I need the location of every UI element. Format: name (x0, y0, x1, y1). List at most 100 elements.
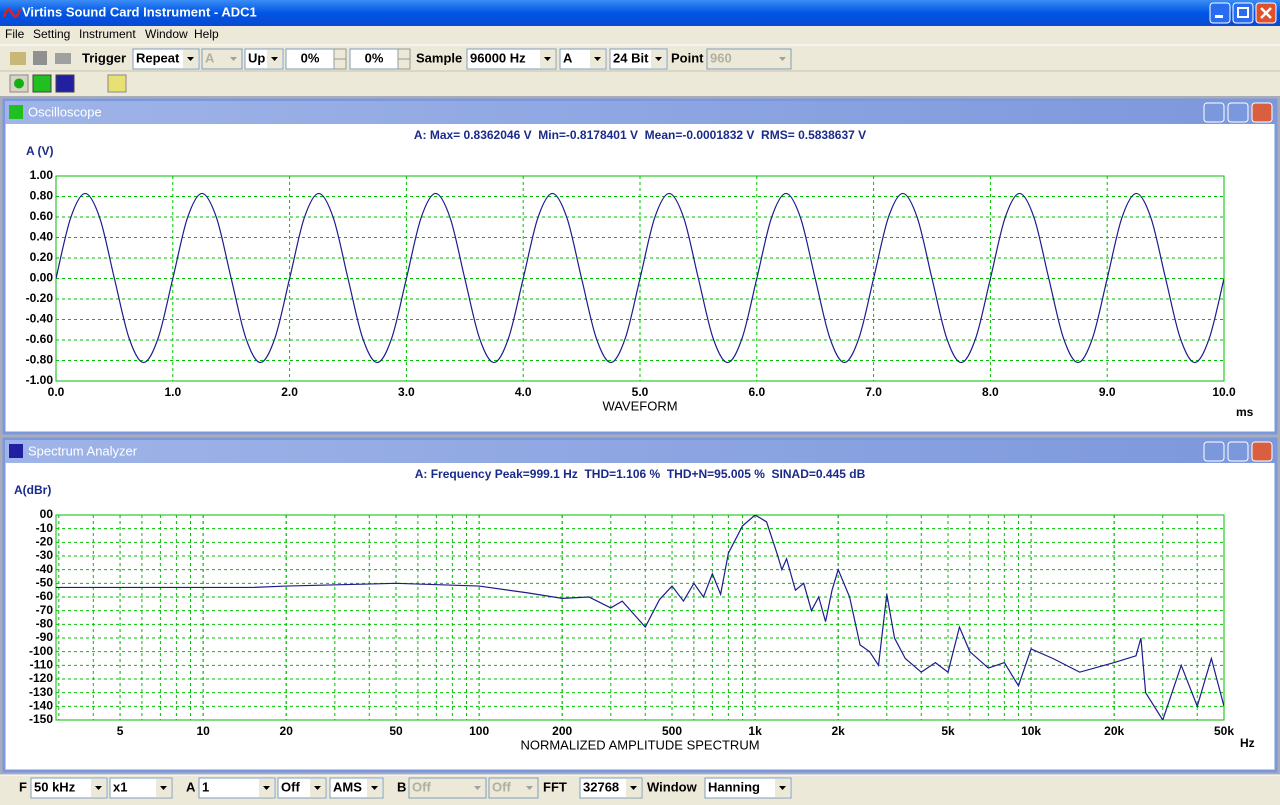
spin-down[interactable] (333, 58, 347, 70)
y-tick-label: 0.00 (30, 271, 54, 285)
drop-arrow (655, 57, 662, 61)
drop-arrow (544, 57, 551, 61)
drop-arrow (160, 786, 167, 790)
drop-arrow (95, 786, 102, 790)
y-tick-label: -50 (36, 576, 54, 590)
label: Trigger (82, 50, 126, 65)
drop-arrow (187, 57, 194, 61)
y-tick-label: -140 (29, 699, 53, 713)
menu-item[interactable]: Setting (33, 27, 70, 41)
combo-box[interactable]: A (201, 48, 243, 70)
spin-box[interactable]: 0% (349, 48, 411, 70)
combo-box[interactable]: Off (488, 777, 539, 799)
combo-box[interactable]: 24 Bit (609, 48, 668, 70)
minimize-button[interactable] (1203, 102, 1225, 123)
combo-box[interactable]: Up (244, 48, 284, 70)
save-icon[interactable] (33, 51, 47, 65)
x-tick-label: 8.0 (982, 385, 999, 399)
value: Up (248, 50, 265, 65)
y-tick-label: -80 (36, 617, 54, 631)
y-axis-label: A (V) (26, 144, 54, 158)
chart-window (2, 437, 1278, 773)
menu-item[interactable]: File (5, 27, 25, 41)
drop-arrow (594, 57, 601, 61)
spin-down[interactable] (397, 58, 411, 70)
combo-box[interactable]: 96000 Hz (466, 48, 557, 70)
y-tick-label: -10 (36, 521, 54, 535)
y-tick-label: -100 (29, 644, 53, 658)
trace (56, 515, 1224, 720)
window-icon (9, 105, 23, 119)
spin-box[interactable]: 0% (285, 48, 347, 70)
y-tick-label: -110 (30, 658, 54, 672)
combo-box[interactable]: Off (408, 777, 487, 799)
x-tick-label: 1.0 (164, 385, 181, 399)
maximize-button[interactable] (1232, 2, 1254, 24)
value: 1 (202, 779, 209, 794)
drop-arrow (779, 57, 786, 61)
x-tick-label: 6.0 (748, 385, 765, 399)
plot-frame (55, 514, 1225, 721)
window-title: Virtins Sound Card Instrument - ADC1 (22, 4, 257, 19)
drop-arrow (779, 786, 786, 790)
drop-arrow (371, 786, 378, 790)
combo-box[interactable]: 960 (706, 48, 792, 70)
generator-button[interactable] (107, 74, 127, 93)
y-tick-label: 0.60 (30, 209, 54, 223)
minimize-button[interactable] (1203, 441, 1225, 462)
minimize-button[interactable] (1209, 2, 1231, 24)
drop-arrow (526, 786, 533, 790)
field (408, 777, 487, 799)
combo-box[interactable]: 50 kHz (30, 777, 108, 799)
x-tick-label: 5 (117, 724, 124, 738)
field (198, 777, 276, 799)
window-icon (9, 444, 23, 458)
open-icon[interactable] (10, 52, 26, 65)
combo-box[interactable]: Repeat (132, 48, 200, 70)
spin-up[interactable] (333, 48, 347, 60)
value: 32768 (583, 779, 619, 794)
stats-line: A: Frequency Peak=999.1 Hz THD=1.106 % T… (415, 467, 866, 481)
y-tick-label: -60 (36, 589, 54, 603)
menu-item[interactable]: Instrument (79, 27, 136, 41)
y-tick-label: -0.40 (26, 312, 54, 326)
spectrum-button[interactable] (55, 74, 75, 93)
close-button[interactable] (1251, 102, 1273, 123)
menu-item[interactable]: Window (145, 27, 188, 41)
x-tick-label: 4.0 (515, 385, 532, 399)
y-tick-label: -0.80 (26, 353, 54, 367)
x-tick-label: 20k (1104, 724, 1124, 738)
close-button[interactable] (1255, 2, 1277, 24)
x-unit: Hz (1240, 736, 1255, 750)
maximize-button[interactable] (1227, 441, 1249, 462)
value: Off (412, 779, 431, 794)
combo-box[interactable]: Hanning (704, 777, 792, 799)
maximize-button[interactable] (1227, 102, 1249, 123)
y-tick-label: 00 (40, 507, 54, 521)
print-icon[interactable] (55, 53, 71, 64)
x-tick-label: 10 (196, 724, 210, 738)
x-tick-label: 0.0 (48, 385, 65, 399)
instrument-icons (9, 74, 127, 93)
combo-box[interactable]: 1 (198, 777, 276, 799)
close-button[interactable] (1251, 441, 1273, 462)
y-tick-label: -150 (29, 712, 53, 726)
chart-window-title-bar (5, 101, 1275, 124)
spin-up[interactable] (397, 48, 411, 60)
combo-box[interactable]: 32768 (579, 777, 643, 799)
value: AMS (333, 779, 362, 794)
x-tick-label: 1k (748, 724, 762, 738)
drop-arrow (230, 57, 237, 61)
combo-box[interactable]: AMS (329, 777, 384, 799)
oscilloscope-button[interactable] (32, 74, 52, 93)
value: 24 Bit (613, 50, 649, 65)
field (132, 48, 200, 70)
combo-box[interactable]: Off (277, 777, 327, 799)
combo-box[interactable]: A (559, 48, 607, 70)
menu-item[interactable]: Help (194, 27, 219, 41)
title-bar (0, 0, 1280, 26)
drop-arrow (314, 786, 321, 790)
combo-box[interactable]: x1 (109, 777, 173, 799)
value: 0% (301, 50, 320, 65)
